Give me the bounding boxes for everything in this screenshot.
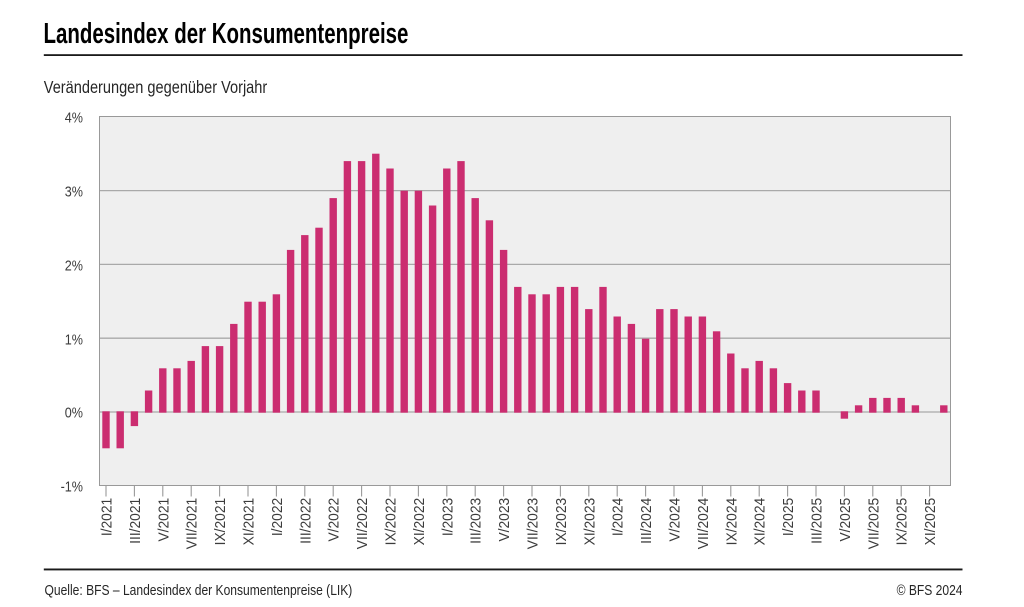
svg-text:XI/2025: XI/2025 bbox=[923, 498, 940, 546]
svg-text:I/2023: I/2023 bbox=[440, 498, 457, 536]
svg-text:IX/2023: IX/2023 bbox=[553, 498, 570, 546]
svg-text:Quelle: BFS – Landesindex der: Quelle: BFS – Landesindex der Konsumente… bbox=[45, 582, 353, 599]
svg-text:2%: 2% bbox=[65, 258, 83, 274]
svg-text:I/2024: I/2024 bbox=[610, 498, 627, 536]
svg-text:-1%: -1% bbox=[61, 479, 83, 495]
svg-text:Landesindex der Konsumentenpre: Landesindex der Konsumentenpreise bbox=[44, 18, 409, 50]
svg-text:III/2021: III/2021 bbox=[127, 498, 144, 544]
svg-text:III/2022: III/2022 bbox=[298, 498, 315, 544]
svg-text:4%: 4% bbox=[65, 110, 83, 126]
svg-text:© BFS 2024: © BFS 2024 bbox=[897, 582, 963, 599]
svg-text:III/2023: III/2023 bbox=[468, 498, 485, 544]
svg-text:XI/2022: XI/2022 bbox=[411, 498, 428, 546]
svg-text:VII/2024: VII/2024 bbox=[695, 498, 712, 549]
svg-text:V/2025: V/2025 bbox=[837, 498, 854, 542]
svg-text:VII/2021: VII/2021 bbox=[184, 498, 201, 549]
svg-text:XI/2024: XI/2024 bbox=[752, 498, 769, 546]
svg-text:IX/2022: IX/2022 bbox=[383, 498, 400, 546]
svg-text:0%: 0% bbox=[65, 405, 83, 421]
svg-text:XI/2021: XI/2021 bbox=[241, 498, 258, 546]
svg-text:V/2023: V/2023 bbox=[497, 498, 514, 542]
svg-text:1%: 1% bbox=[65, 332, 83, 348]
svg-text:I/2025: I/2025 bbox=[781, 498, 798, 536]
svg-text:III/2025: III/2025 bbox=[809, 498, 826, 544]
svg-text:V/2022: V/2022 bbox=[326, 498, 343, 542]
svg-text:IX/2024: IX/2024 bbox=[724, 498, 741, 546]
svg-text:VII/2025: VII/2025 bbox=[866, 498, 883, 549]
svg-text:I/2021: I/2021 bbox=[99, 498, 116, 536]
svg-text:IX/2025: IX/2025 bbox=[894, 498, 911, 546]
svg-text:XI/2023: XI/2023 bbox=[582, 498, 599, 546]
svg-text:VII/2023: VII/2023 bbox=[525, 498, 542, 549]
svg-text:I/2022: I/2022 bbox=[269, 498, 286, 536]
svg-text:Veränderungen gegenüber Vorjah: Veränderungen gegenüber Vorjahr bbox=[44, 79, 268, 97]
svg-text:V/2021: V/2021 bbox=[156, 498, 173, 542]
svg-text:IX/2021: IX/2021 bbox=[213, 498, 230, 546]
svg-text:VII/2022: VII/2022 bbox=[355, 498, 372, 549]
svg-text:3%: 3% bbox=[65, 184, 83, 200]
svg-text:V/2024: V/2024 bbox=[667, 498, 684, 542]
svg-text:III/2024: III/2024 bbox=[639, 498, 656, 544]
